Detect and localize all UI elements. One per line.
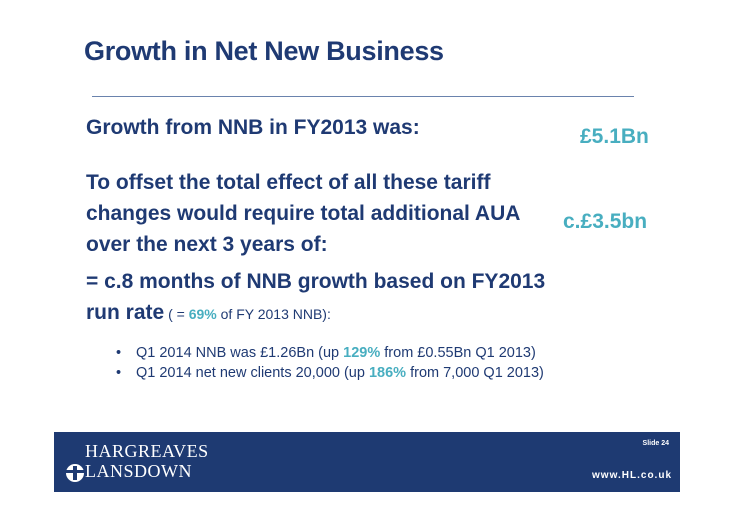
months-of-nnb-statement: = c.8 months of NNB growth based on FY20… xyxy=(86,266,566,330)
q1-bullet-list: • Q1 2014 NNB was £1.26Bn (up 129% from … xyxy=(116,343,544,383)
nnb-growth-value: £5.1Bn xyxy=(580,125,649,148)
bullet-percent: 129% xyxy=(343,345,381,361)
hargreaves-lansdown-logo-icon xyxy=(66,464,84,482)
list-item: • Q1 2014 NNB was £1.26Bn (up 129% from … xyxy=(116,343,544,363)
offset-aua-value: c.£3.5bn xyxy=(563,210,648,233)
months-note-suffix: of FY 2013 NNB): xyxy=(216,306,331,322)
months-note-percent: 69% xyxy=(188,306,217,322)
bullet-icon: • xyxy=(116,345,122,361)
slide-number: Slide 24 xyxy=(642,440,669,447)
bullet-text-post: from 7,000 Q1 2013) xyxy=(406,365,544,381)
website-url: www.HL.co.uk xyxy=(592,470,672,481)
months-note-prefix: ( = xyxy=(164,306,189,322)
logo-wordmark-line2: LANSDOWN xyxy=(85,461,192,481)
logo-wordmark-line1: HARGREAVES xyxy=(85,441,209,461)
months-of-nnb-main: = c.8 months of NNB growth based on FY20… xyxy=(86,270,546,324)
offset-aua-label: To offset the total effect of all these … xyxy=(86,171,520,256)
list-item: • Q1 2014 net new clients 20,000 (up 186… xyxy=(116,363,544,383)
bullet-text-pre: Q1 2014 NNB was £1.26Bn (up xyxy=(136,345,344,361)
bullet-text-pre: Q1 2014 net new clients 20,000 (up xyxy=(136,365,369,381)
bullet-icon: • xyxy=(116,365,122,381)
nnb-growth-label: Growth from NNB in FY2013 was: xyxy=(86,116,420,139)
title-divider xyxy=(92,96,634,97)
footer-bar xyxy=(54,432,680,492)
bullet-text-post: from £0.55Bn Q1 2013) xyxy=(380,345,536,361)
bullet-percent: 186% xyxy=(368,365,407,381)
slide-title: Growth in Net New Business xyxy=(84,36,444,66)
